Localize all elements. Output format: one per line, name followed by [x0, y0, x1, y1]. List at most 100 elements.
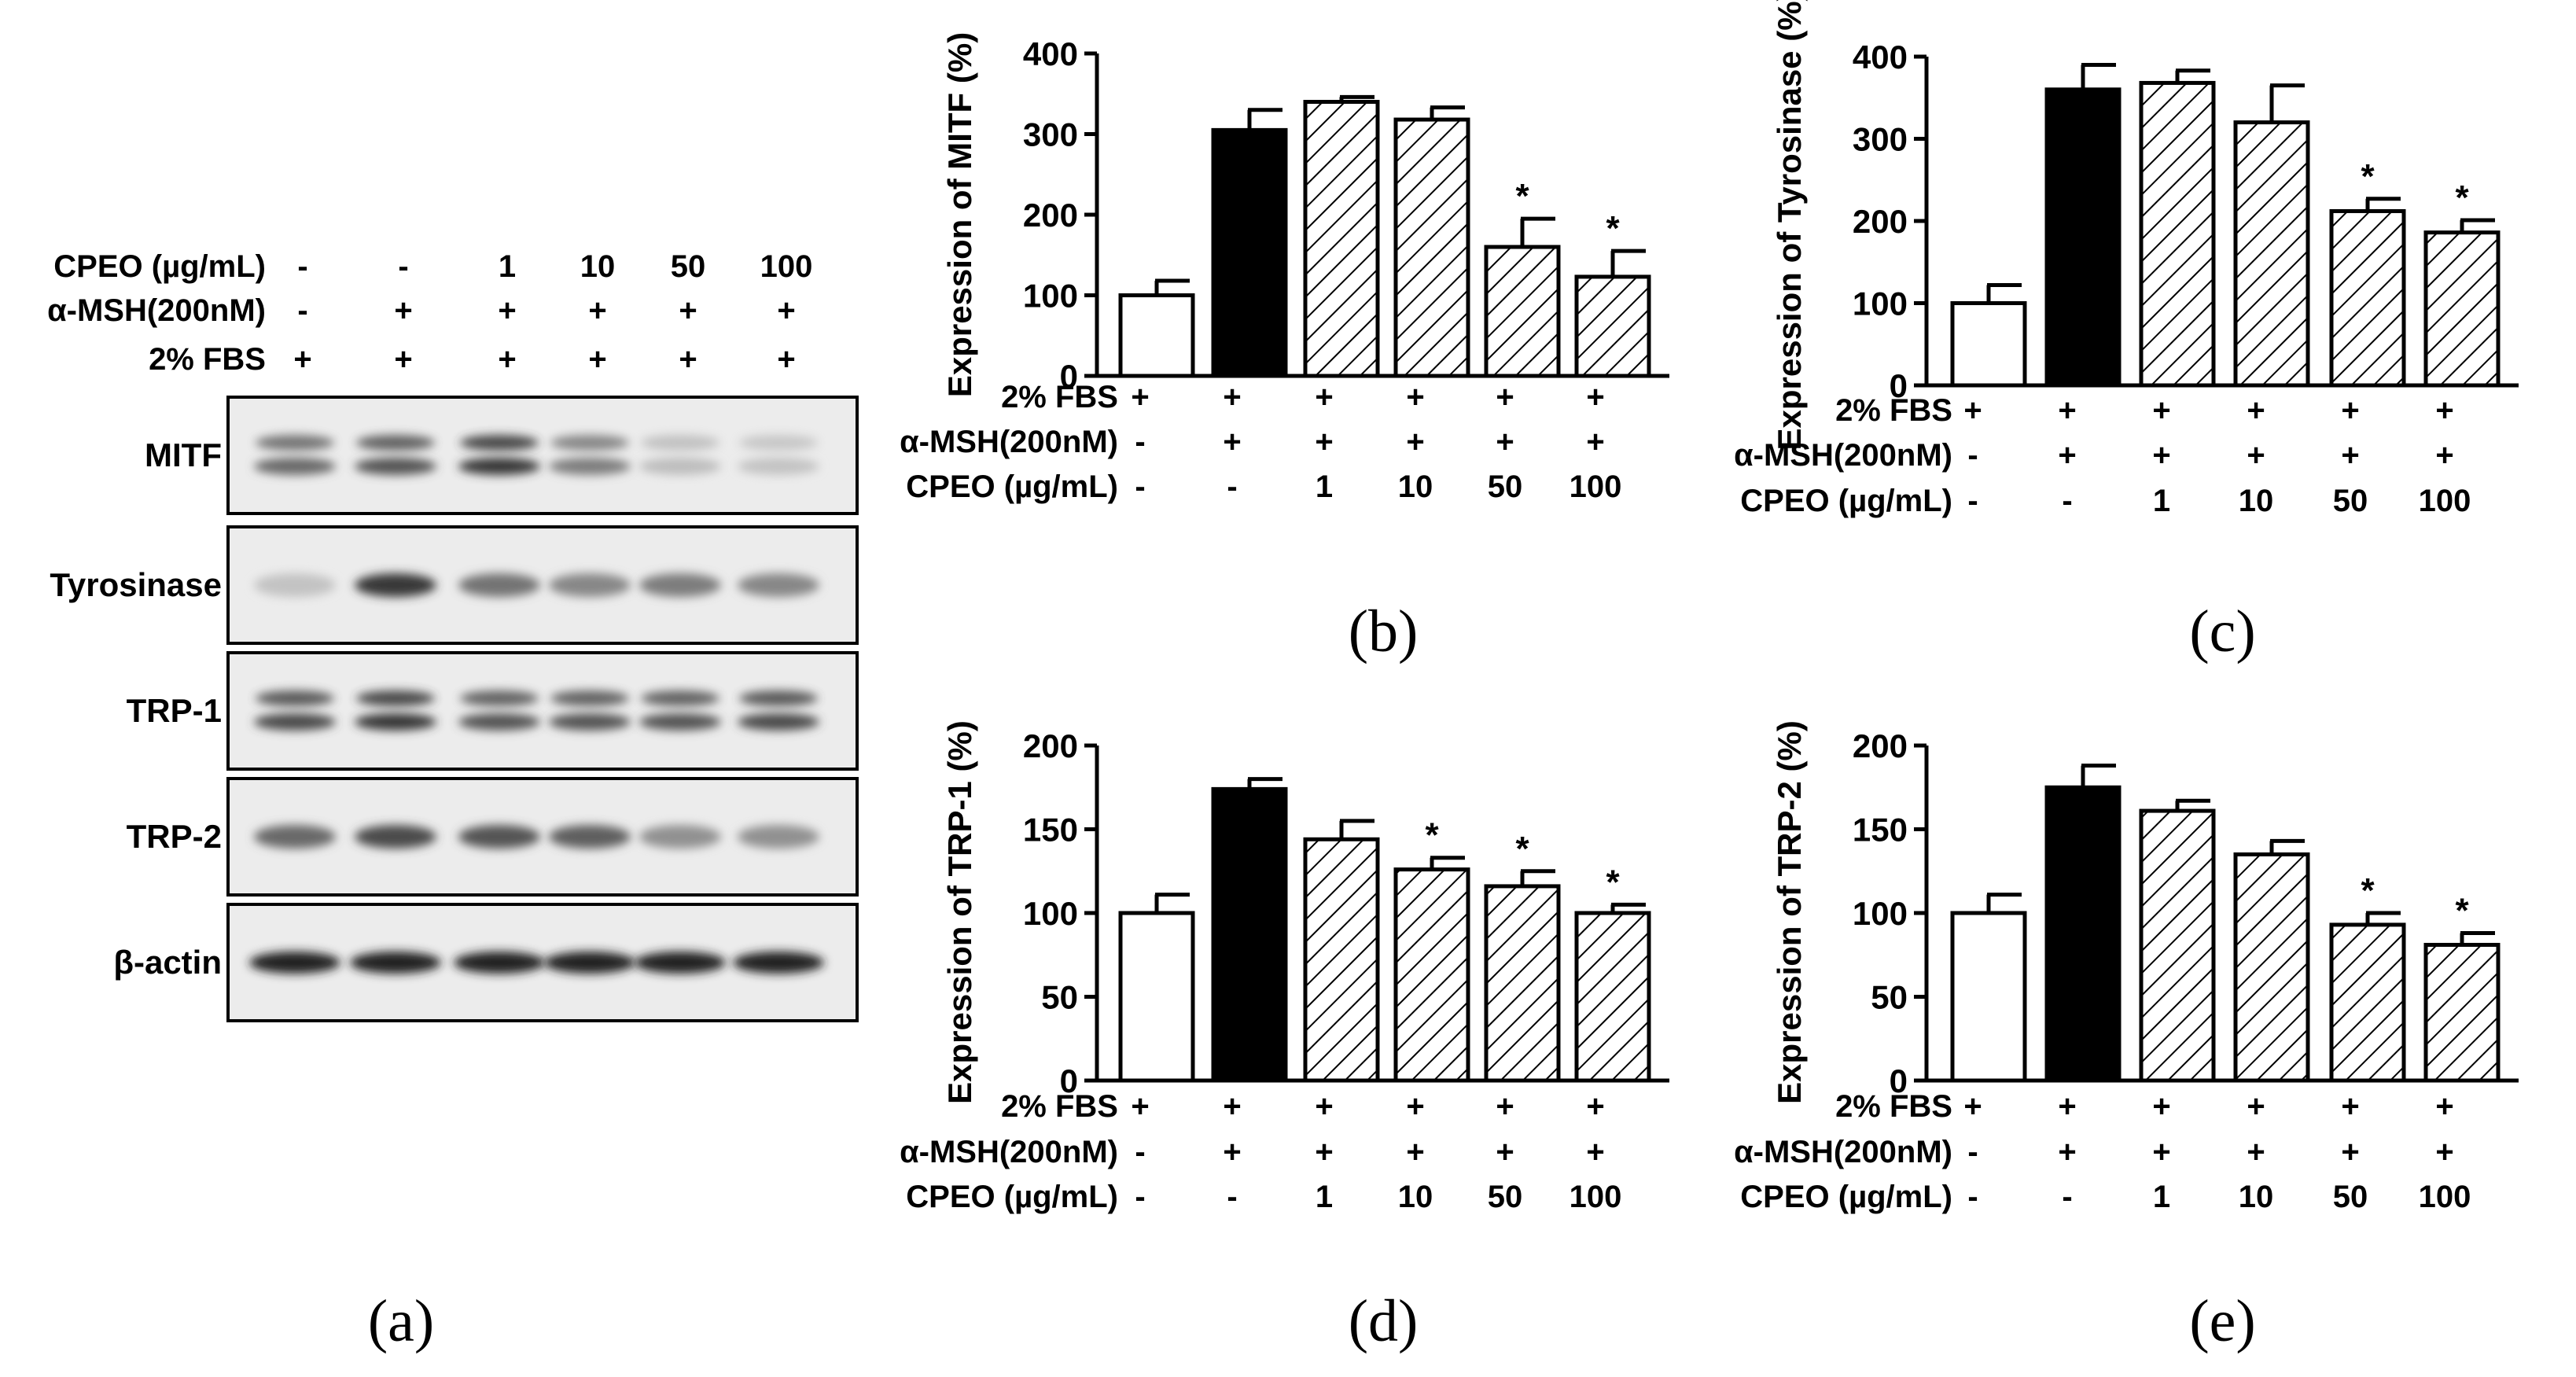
blot-band	[460, 690, 539, 706]
blot-band	[549, 573, 631, 597]
blot-band	[549, 458, 631, 475]
blot-band	[356, 690, 435, 706]
significance-marker: *	[1425, 816, 1439, 855]
x-row-value: +	[1406, 1135, 1424, 1169]
blot-band	[550, 690, 629, 706]
x-row-value: +	[1315, 1135, 1333, 1169]
blot-band	[256, 690, 334, 706]
blot-row-value: +	[777, 293, 795, 328]
blot-band-label: TRP-2	[127, 818, 222, 855]
blot-band	[739, 435, 818, 451]
blot-row-value: +	[498, 293, 516, 328]
y-tick-label: 0	[1890, 1062, 1908, 1099]
bar	[1118, 293, 1195, 378]
y-tick-label: 200	[1853, 727, 1908, 764]
blot-band-label: TRP-1	[127, 692, 222, 729]
blot-band	[739, 690, 818, 706]
x-row-value: +	[1496, 425, 1514, 459]
x-row-value: +	[2435, 438, 2453, 473]
x-row-value: +	[1223, 425, 1241, 459]
blot-band	[738, 573, 819, 597]
x-row-value: +	[2341, 1089, 2359, 1124]
x-row-value: 100	[1570, 1180, 1622, 1214]
x-row-value: +	[2247, 1089, 2265, 1124]
y-tick-label: 0	[1060, 1062, 1078, 1099]
x-row-value: +	[1586, 380, 1604, 414]
blot-band	[256, 435, 334, 451]
x-row-value: +	[1223, 1089, 1241, 1124]
blot-row-value: +	[588, 342, 606, 377]
blot-band	[550, 435, 629, 451]
x-row-value: -	[1135, 425, 1145, 459]
blot-band	[460, 435, 539, 451]
x-row-value: 50	[1488, 469, 1523, 504]
bar	[1484, 884, 1561, 1083]
blot-band	[738, 458, 819, 475]
blot-band	[254, 458, 336, 475]
significance-marker: *	[1606, 209, 1620, 248]
blot-band	[458, 573, 540, 597]
blot-band	[641, 690, 719, 706]
blot-band	[355, 713, 436, 731]
x-row-value: +	[2152, 393, 2170, 428]
blot-row-value: 10	[580, 249, 616, 284]
blot-band	[549, 713, 631, 731]
blot-band	[355, 458, 436, 475]
x-row-value: 50	[2333, 1180, 2368, 1214]
blot-band	[356, 435, 435, 451]
bar	[2139, 808, 2216, 1083]
x-row-value: +	[2247, 1135, 2265, 1169]
blot-band	[355, 825, 436, 849]
x-row-value: +	[1315, 380, 1333, 414]
bar	[2329, 208, 2406, 388]
x-row-value: -	[2062, 1180, 2072, 1214]
blot-band-label: Tyrosinase	[50, 566, 222, 603]
y-tick-label: 150	[1853, 812, 1908, 849]
y-axis-label: Expression of TRP-2 (%)	[1771, 720, 1808, 1104]
blot-band	[549, 825, 631, 849]
x-row-value: +	[1963, 393, 1982, 428]
blot-row-value: +	[394, 342, 412, 377]
y-tick-label: 100	[1023, 278, 1078, 315]
x-row-value: 10	[1398, 469, 1433, 504]
blot-row-label: α-MSH(200nM)	[47, 293, 266, 328]
x-row-value: 1	[1316, 1180, 1333, 1214]
x-row-value: +	[1586, 1135, 1604, 1169]
blot-strip	[226, 396, 859, 515]
bar	[1574, 911, 1651, 1083]
bar	[1950, 911, 2027, 1083]
bar-chart-tyrosinase: 0 100 200 300 400 Expression of Tyrosinase (%…	[1734, 0, 2519, 665]
blot-band	[733, 952, 824, 974]
y-tick-label: 400	[1853, 39, 1908, 75]
bar	[2044, 785, 2122, 1083]
significance-marker: *	[2455, 179, 2469, 217]
x-row-label: 2% FBS	[1001, 380, 1118, 414]
blot-band	[254, 573, 336, 597]
y-axis-label: Expression of Tyrosinase (%)	[1771, 0, 1808, 451]
x-row-value: -	[1135, 1135, 1145, 1169]
blot-band	[738, 825, 819, 849]
bar	[1393, 117, 1470, 378]
significance-marker: *	[2361, 871, 2375, 910]
x-row-value: -	[1227, 1180, 1237, 1214]
bar	[2423, 942, 2501, 1083]
bar	[2139, 80, 2216, 388]
blot-row-label: 2% FBS	[149, 342, 266, 377]
x-row-value: +	[1223, 380, 1241, 414]
x-row-value: 1	[1316, 469, 1333, 504]
x-row-value: +	[1496, 1135, 1514, 1169]
blot-row-value: +	[293, 342, 311, 377]
significance-marker: *	[1515, 830, 1529, 868]
x-row-label: α-MSH(200nM)	[1734, 438, 1952, 473]
x-row-label: α-MSH(200nM)	[1734, 1135, 1952, 1169]
blot-row-value: +	[679, 342, 697, 377]
blot-band-label: MITF	[145, 436, 222, 473]
significance-marker: *	[2455, 892, 2469, 930]
blot-band	[458, 825, 540, 849]
x-row-value: +	[1406, 380, 1424, 414]
y-tick-label: 200	[1023, 197, 1078, 234]
blot-row-value: +	[679, 293, 697, 328]
panel-caption: (d)	[1349, 1288, 1419, 1354]
x-row-value: 100	[2419, 1180, 2471, 1214]
